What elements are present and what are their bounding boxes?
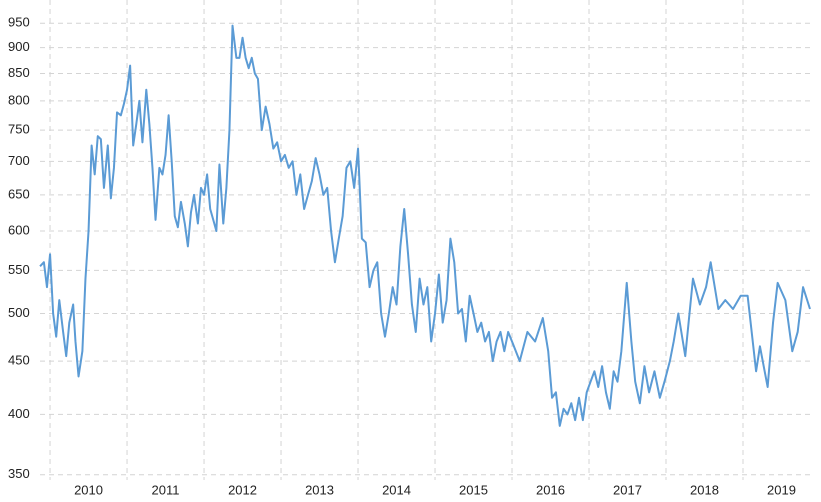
y-tick-label: 650 — [8, 186, 30, 201]
y-tick-label: 800 — [8, 92, 30, 107]
y-tick-label: 950 — [8, 15, 30, 30]
x-tick-label: 2015 — [459, 482, 488, 497]
x-tick-label: 2016 — [536, 482, 565, 497]
x-tick-label: 2012 — [228, 482, 257, 497]
y-tick-label: 500 — [8, 305, 30, 320]
y-tick-label: 450 — [8, 353, 30, 368]
x-tick-label: 2011 — [152, 482, 180, 497]
x-tick-label: 2019 — [767, 482, 796, 497]
y-tick-label: 700 — [8, 153, 30, 168]
x-tick-label: 2013 — [305, 482, 334, 497]
y-tick-label: 350 — [8, 466, 30, 481]
x-tick-label: 2018 — [690, 482, 719, 497]
price-line — [39, 24, 811, 427]
y-tick-label: 600 — [8, 222, 30, 237]
x-tick-label: 2014 — [382, 482, 411, 497]
y-tick-label: 550 — [8, 262, 30, 277]
y-tick-label: 400 — [8, 406, 30, 421]
x-tick-label: 2010 — [74, 482, 103, 497]
y-tick-label: 900 — [8, 39, 30, 54]
x-tick-label: 2017 — [613, 482, 642, 497]
y-tick-label: 750 — [8, 122, 30, 137]
y-tick-label: 850 — [8, 65, 30, 80]
